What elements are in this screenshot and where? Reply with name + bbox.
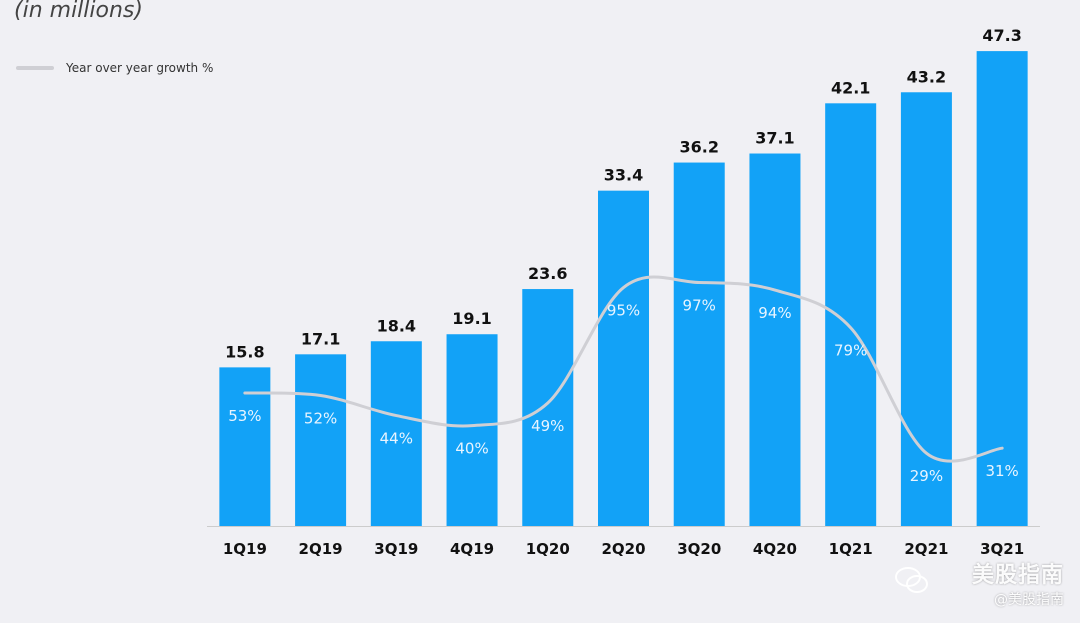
watermark: 美股指南 @美股指南 [972, 557, 1064, 609]
bar-1Q20 [522, 289, 574, 526]
growth-label-2Q21: 29% [910, 467, 943, 485]
bar-3Q20 [673, 162, 725, 526]
value-label-1Q19: 15.8 [225, 342, 264, 361]
growth-line [243, 275, 1004, 463]
x-tick-label-3Q19: 3Q19 [374, 540, 418, 558]
x-tick-label-2Q21: 2Q21 [904, 540, 948, 558]
value-label-2Q20: 33.4 [604, 166, 643, 185]
growth-label-3Q19: 44% [380, 430, 413, 448]
x-tick-label-4Q19: 4Q19 [450, 540, 494, 558]
value-label-3Q20: 36.2 [679, 138, 718, 157]
growth-label-3Q20: 97% [683, 297, 716, 315]
x-tick-label-2Q20: 2Q20 [601, 540, 645, 558]
legend: Year over year growth % [16, 61, 213, 75]
value-label-4Q20: 37.1 [755, 129, 794, 148]
bar-1Q21 [825, 103, 877, 526]
bar-4Q19 [446, 334, 498, 526]
value-label-3Q21: 47.3 [982, 26, 1021, 45]
growth-label-1Q21: 79% [834, 342, 867, 360]
growth-label-1Q19: 53% [228, 407, 261, 425]
x-tick-label-2Q19: 2Q19 [299, 540, 343, 558]
bar-1Q19 [219, 367, 271, 526]
value-label-1Q20: 23.6 [528, 264, 567, 283]
bar-2Q19 [295, 354, 347, 526]
value-label-1Q21: 42.1 [831, 78, 870, 97]
x-tick-label-4Q20: 4Q20 [753, 540, 797, 558]
x-tick-label-1Q20: 1Q20 [526, 540, 570, 558]
value-label-3Q19: 18.4 [377, 316, 416, 335]
growth-label-4Q19: 40% [455, 440, 488, 458]
x-tick-label-3Q20: 3Q20 [677, 540, 721, 558]
x-tick-label-1Q21: 1Q21 [829, 540, 873, 558]
growth-label-2Q19: 52% [304, 409, 337, 427]
growth-label-4Q20: 94% [758, 304, 791, 322]
value-label-2Q19: 17.1 [301, 329, 340, 348]
growth-label-2Q20: 95% [607, 302, 640, 320]
legend-line-swatch [16, 66, 54, 70]
x-tick-label-1Q19: 1Q19 [223, 540, 267, 558]
value-label-4Q19: 19.1 [452, 309, 491, 328]
watermark-handle: @美股指南 [994, 592, 1064, 608]
chart-subtitle: (in millions) [14, 0, 143, 23]
bar-2Q20 [598, 190, 649, 526]
watermark-title: 美股指南 [971, 563, 1064, 588]
chat-bubble-icon [895, 567, 928, 593]
growth-label-3Q21: 31% [985, 462, 1018, 480]
value-label-2Q21: 43.2 [907, 67, 946, 86]
x-tick-label-3Q21: 3Q21 [980, 540, 1024, 558]
bar-4Q20 [749, 153, 801, 527]
growth-label-1Q20: 49% [531, 417, 564, 435]
bar-3Q19 [370, 341, 422, 526]
legend-line-label: Year over year growth % [66, 61, 214, 75]
